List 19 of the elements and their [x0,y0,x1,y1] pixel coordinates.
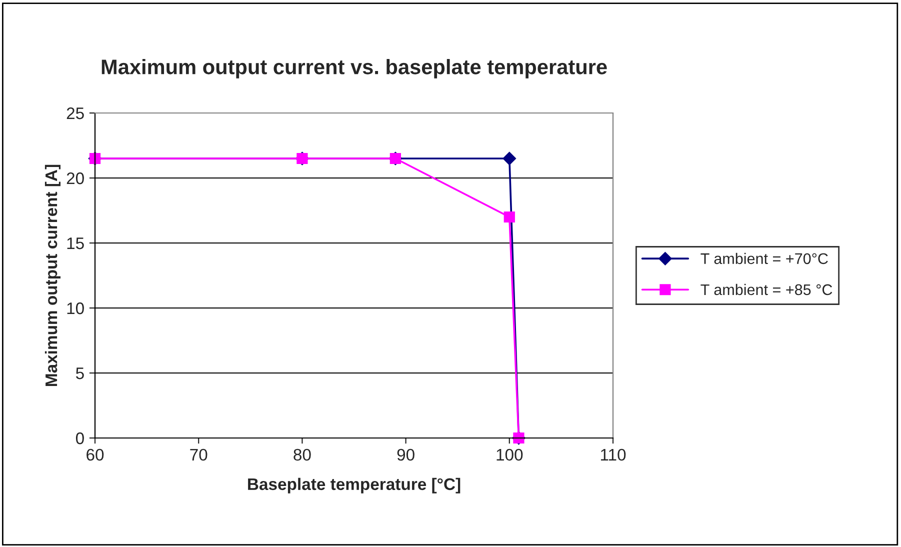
y-tick-label: 20 [66,172,84,184]
point [504,211,515,223]
y-axis-title: Maximum output current [A] [44,164,60,386]
y-tick-label: 15 [67,238,84,250]
y-tick-label: 0 [76,432,84,444]
point [502,152,516,166]
x-tick-label: 80 [294,448,311,461]
chart-title: Maximum output current vs. baseplate temperature [102,59,607,78]
x-axis-title: Baseplate temperature [°C] [248,478,460,494]
x-tick-label: 100 [496,448,523,461]
y-tick-label: 25 [66,107,84,120]
x-tick-label: 90 [397,448,414,461]
y-tick-label: 5 [76,368,84,380]
legend-label: T ambient = +70°C [700,252,828,264]
x-tick-label: 70 [190,448,208,461]
legend-label: T ambient = +85 °C [700,284,832,296]
x-tick-label: 110 [600,448,626,461]
x-tick-label: 60 [86,448,104,461]
y-tick-label: 10 [67,302,84,314]
